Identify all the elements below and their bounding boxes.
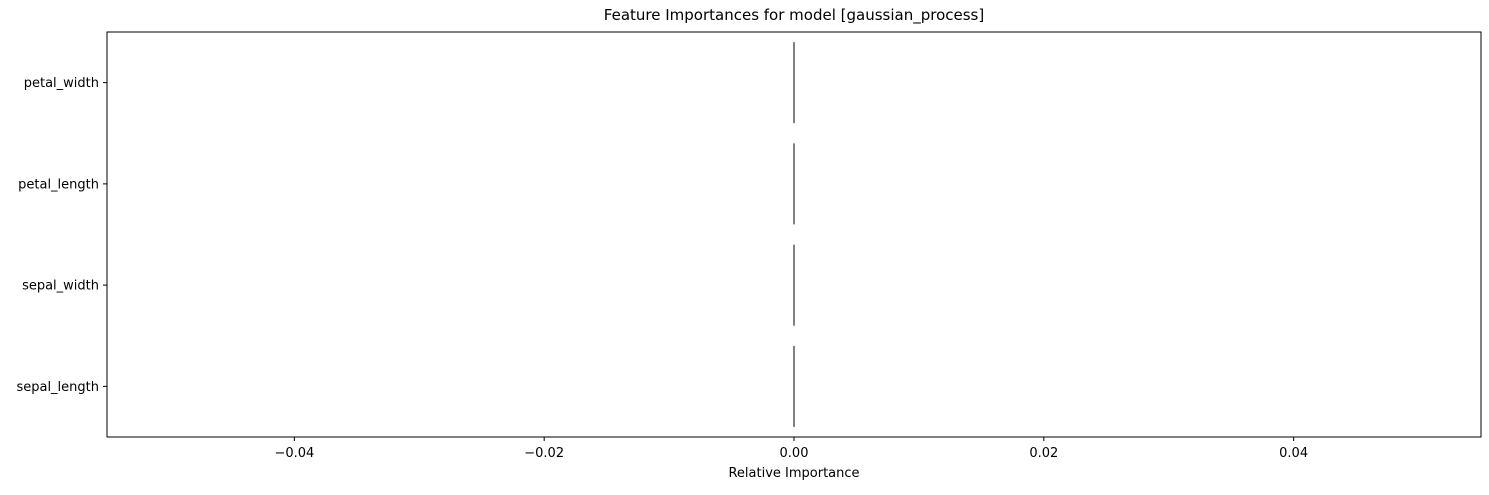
x-tick-label: −0.02 [524,446,564,461]
bar [793,42,795,124]
x-tick-label: 0.02 [1029,446,1058,461]
y-tick-label: petal_width [24,76,99,91]
bar [793,345,795,427]
x-tick-label: −0.04 [274,446,314,461]
y-tick-label: sepal_length [16,380,99,395]
x-tick-label: 0.04 [1279,446,1308,461]
y-tick-label: sepal_width [22,279,99,294]
bar [793,143,795,225]
bars-group [793,42,795,427]
y-tick-label: petal_length [18,177,99,192]
x-tick-label: 0.00 [780,446,809,461]
chart-title: Feature Importances for model [gaussian_… [604,6,984,25]
y-axis: sepal_length sepal_width petal_length petal… [16,76,107,395]
x-axis-label: Relative Importance [728,466,859,481]
bar [793,244,795,326]
x-axis: −0.04 −0.02 0.00 0.02 0.04 [274,437,1308,461]
